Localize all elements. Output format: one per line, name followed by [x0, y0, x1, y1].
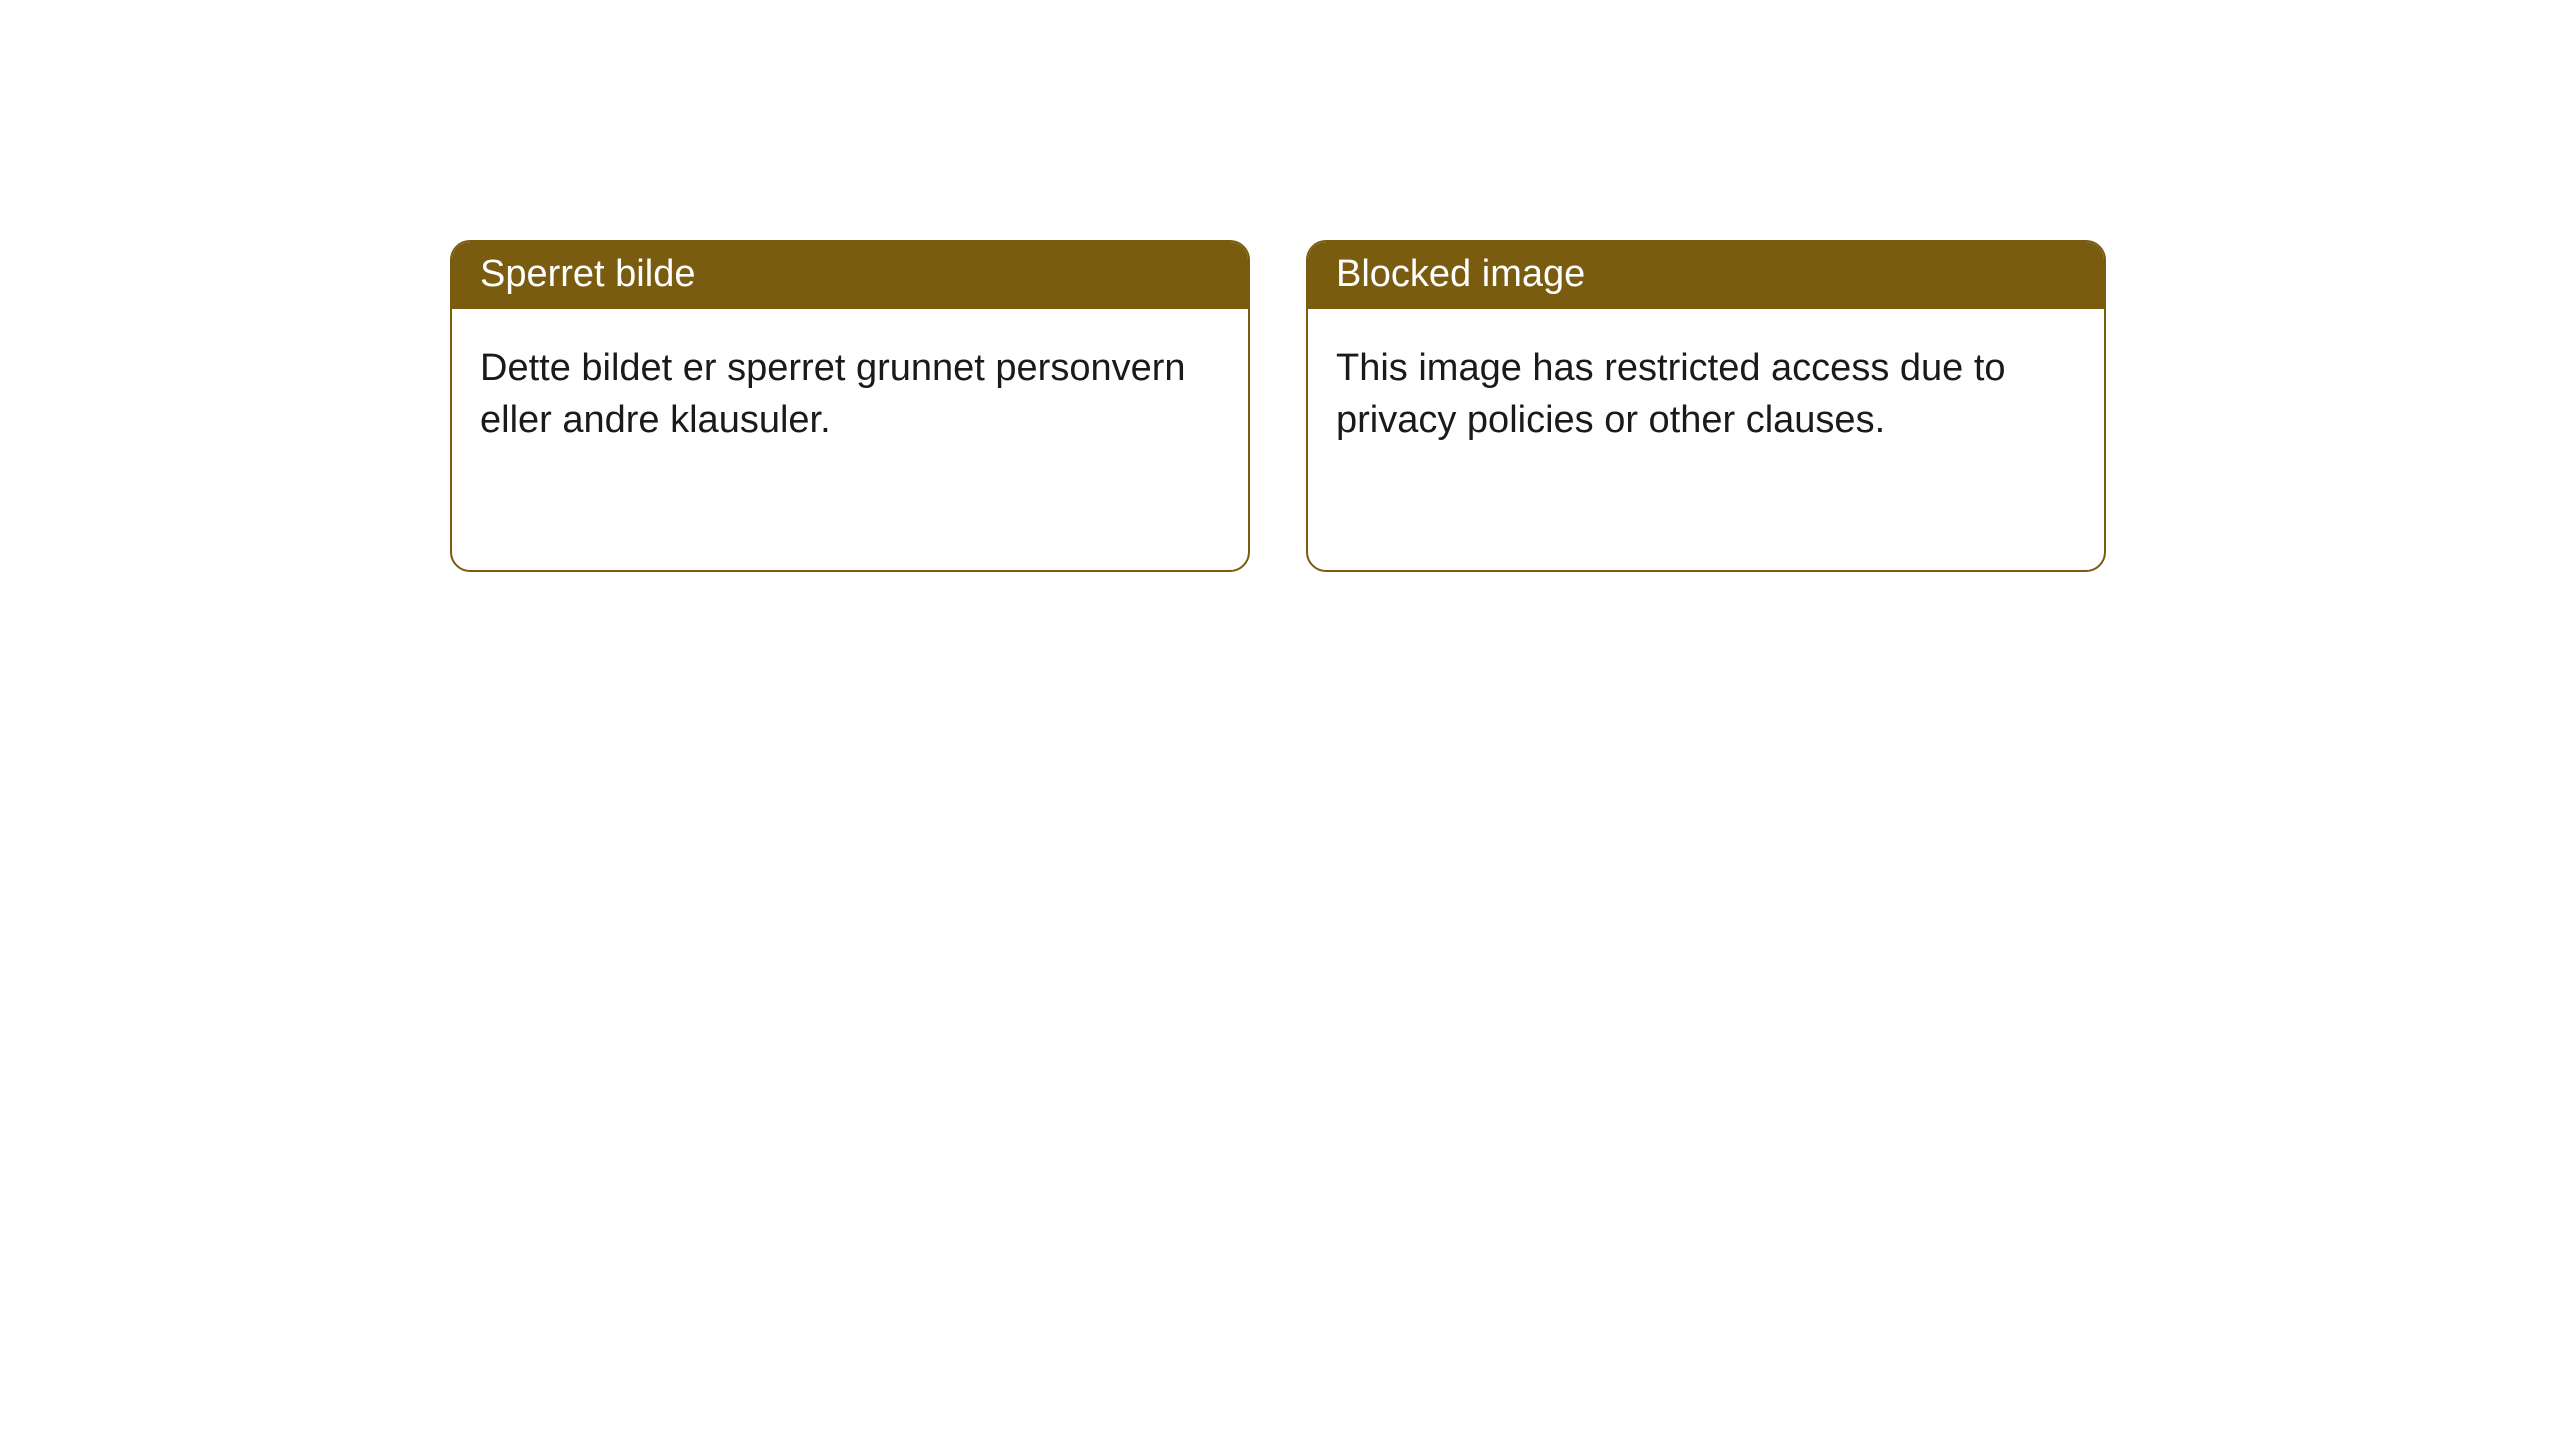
card-title: Blocked image	[1336, 253, 1585, 295]
blocked-image-card-no: Sperret bilde Dette bildet er sperret gr…	[450, 240, 1250, 572]
card-body-text: Dette bildet er sperret grunnet personve…	[480, 347, 1186, 440]
notice-container: Sperret bilde Dette bildet er sperret gr…	[0, 0, 2560, 572]
card-title: Sperret bilde	[480, 253, 695, 295]
card-header: Blocked image	[1308, 242, 2104, 309]
card-body: This image has restricted access due to …	[1308, 309, 2104, 480]
card-body-text: This image has restricted access due to …	[1336, 347, 2006, 440]
card-header: Sperret bilde	[452, 242, 1248, 309]
card-body: Dette bildet er sperret grunnet personve…	[452, 309, 1248, 480]
blocked-image-card-en: Blocked image This image has restricted …	[1306, 240, 2106, 572]
